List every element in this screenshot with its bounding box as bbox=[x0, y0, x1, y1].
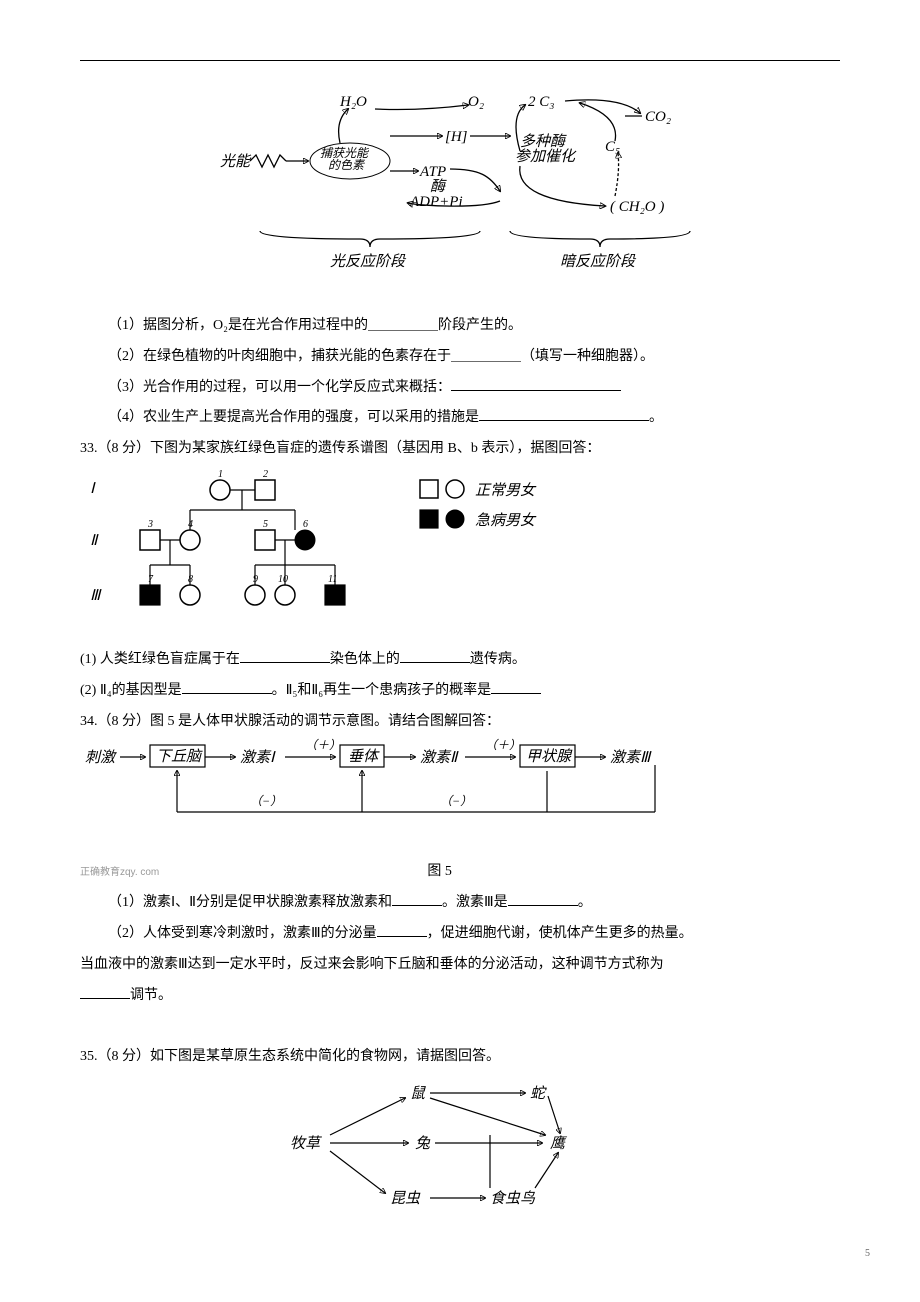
q33-1: (1) 人类红绿色盲症属于在染色体上的遗传病。 bbox=[80, 645, 840, 676]
svg-text:激素Ⅲ: 激素Ⅲ bbox=[610, 749, 652, 766]
q34-2c: 调节。 bbox=[80, 981, 840, 1012]
q33-head: 33.（8 分）下图为某家族红绿色盲症的遗传系谱图（基因用 B、b 表示），据图… bbox=[80, 434, 840, 465]
svg-text:（＋）: （＋） bbox=[305, 738, 341, 752]
svg-text:2 C₃: 2 C₃ bbox=[528, 94, 554, 110]
blank bbox=[240, 646, 330, 663]
svg-text:激素Ⅱ: 激素Ⅱ bbox=[420, 749, 459, 766]
svg-text:暗反应阶段: 暗反应阶段 bbox=[560, 253, 637, 270]
svg-text:光反应阶段: 光反应阶段 bbox=[330, 253, 407, 270]
blank bbox=[392, 889, 442, 906]
svg-text:6: 6 bbox=[303, 519, 308, 530]
thyroid-diagram: text { font-family:"SimSun",serif; font-… bbox=[80, 737, 780, 837]
svg-text:兔: 兔 bbox=[415, 1135, 431, 1152]
svg-text:Ⅲ: Ⅲ bbox=[90, 588, 102, 604]
page-number: 5 bbox=[865, 1243, 870, 1265]
photosynthesis-diagram: text { font-family: "SimSun", serif; fon… bbox=[220, 91, 700, 291]
q32-1: （1）据图分析，O₂是在光合作用过程中的＿＿＿＿＿阶段产生的。 bbox=[80, 311, 840, 342]
svg-text:蛇: 蛇 bbox=[530, 1085, 547, 1102]
svg-text:4: 4 bbox=[188, 519, 193, 530]
svg-text:ATP: ATP bbox=[419, 164, 446, 180]
blank bbox=[479, 405, 649, 422]
svg-text:甲状腺: 甲状腺 bbox=[526, 748, 573, 765]
q33-2: (2) Ⅱ₄的基因型是。Ⅱ₅和Ⅱ₆再生一个患病孩子的概率是 bbox=[80, 676, 840, 707]
svg-text:CO₂: CO₂ bbox=[645, 109, 671, 125]
svg-text:（−）: （−） bbox=[250, 794, 282, 808]
q35-head: 35.（8 分）如下图是某草原生态系统中简化的食物网，请据图回答。 bbox=[80, 1042, 840, 1073]
q34-1: （1）激素Ⅰ、Ⅱ分别是促甲状腺激素释放激素和。激素Ⅲ是。 bbox=[80, 888, 840, 919]
svg-text:5: 5 bbox=[263, 519, 268, 530]
q34-head: 34.（8 分）图 5 是人体甲状腺活动的调节示意图。请结合图解回答： bbox=[80, 707, 840, 738]
svg-text:鼠: 鼠 bbox=[410, 1085, 426, 1102]
svg-text:（＋）: （＋） bbox=[485, 738, 521, 752]
pedigree-diagram: text { font-family: "SimSun", serif; fon… bbox=[80, 465, 600, 625]
svg-text:9: 9 bbox=[253, 574, 258, 585]
svg-text:的色素: 的色素 bbox=[328, 158, 366, 172]
svg-text:[H]: [H] bbox=[445, 129, 468, 145]
blank bbox=[491, 677, 541, 694]
svg-text:3: 3 bbox=[147, 519, 153, 530]
q34-2a: （2）人体受到寒冷刺激时，激素Ⅲ的分泌量，促进细胞代谢，使机体产生更多的热量。 bbox=[80, 919, 840, 950]
blank bbox=[451, 374, 621, 391]
q32-4: （4）农业生产上要提高光合作用的强度，可以采用的措施是。 bbox=[80, 403, 840, 434]
watermark: 正确教育zqy. com bbox=[80, 862, 159, 884]
svg-text:（−）: （−） bbox=[440, 794, 472, 808]
svg-text:Ⅱ: Ⅱ bbox=[90, 533, 99, 549]
fig5-caption: 图 5 bbox=[159, 857, 720, 888]
blank bbox=[508, 889, 578, 906]
svg-text:O₂: O₂ bbox=[468, 94, 484, 110]
q32-3: （3）光合作用的过程，可以用一个化学反应式来概括： bbox=[80, 373, 840, 404]
svg-text:参加催化: 参加催化 bbox=[515, 148, 577, 165]
svg-text:多种酶: 多种酶 bbox=[520, 133, 567, 150]
svg-text:C₅: C₅ bbox=[605, 139, 620, 155]
blank bbox=[80, 982, 130, 999]
svg-text:正常男女: 正常男女 bbox=[475, 482, 537, 499]
svg-text:11: 11 bbox=[328, 574, 337, 585]
svg-text:2: 2 bbox=[263, 469, 268, 480]
top-rule bbox=[80, 60, 840, 61]
svg-text:H₂O: H₂O bbox=[339, 94, 367, 110]
blank bbox=[377, 920, 427, 937]
svg-text:光能: 光能 bbox=[220, 153, 252, 170]
svg-text:牧草: 牧草 bbox=[290, 1135, 322, 1152]
svg-text:食虫鸟: 食虫鸟 bbox=[490, 1190, 536, 1207]
svg-text:8: 8 bbox=[188, 574, 193, 585]
blank bbox=[400, 646, 470, 663]
svg-text:Ⅰ: Ⅰ bbox=[90, 481, 96, 497]
svg-text:刺激: 刺激 bbox=[85, 749, 117, 766]
svg-text:激素Ⅰ: 激素Ⅰ bbox=[240, 749, 276, 766]
svg-text:( CH₂O ): ( CH₂O ) bbox=[610, 199, 664, 215]
svg-text:ADP+Pi: ADP+Pi bbox=[409, 194, 463, 210]
svg-text:垂体: 垂体 bbox=[348, 748, 380, 765]
svg-text:1: 1 bbox=[218, 469, 223, 480]
svg-text:鹰: 鹰 bbox=[550, 1135, 568, 1152]
svg-text:昆虫: 昆虫 bbox=[390, 1190, 421, 1207]
q34-2b: 当血液中的激素Ⅲ达到一定水平时，反过来会影响下丘脑和垂体的分泌活动，这种调节方式… bbox=[80, 950, 840, 981]
blank bbox=[182, 677, 272, 694]
svg-text:下丘脑: 下丘脑 bbox=[156, 748, 203, 765]
svg-text:10: 10 bbox=[278, 574, 288, 585]
svg-text:7: 7 bbox=[148, 574, 154, 585]
svg-text:急病男女: 急病男女 bbox=[475, 512, 537, 529]
foodweb-diagram: text { font-family:"SimSun",serif; font-… bbox=[280, 1073, 640, 1223]
svg-text:酶: 酶 bbox=[430, 178, 447, 195]
q32-2: （2）在绿色植物的叶肉细胞中，捕获光能的色素存在于＿＿＿＿＿（填写一种细胞器）。 bbox=[80, 342, 840, 373]
